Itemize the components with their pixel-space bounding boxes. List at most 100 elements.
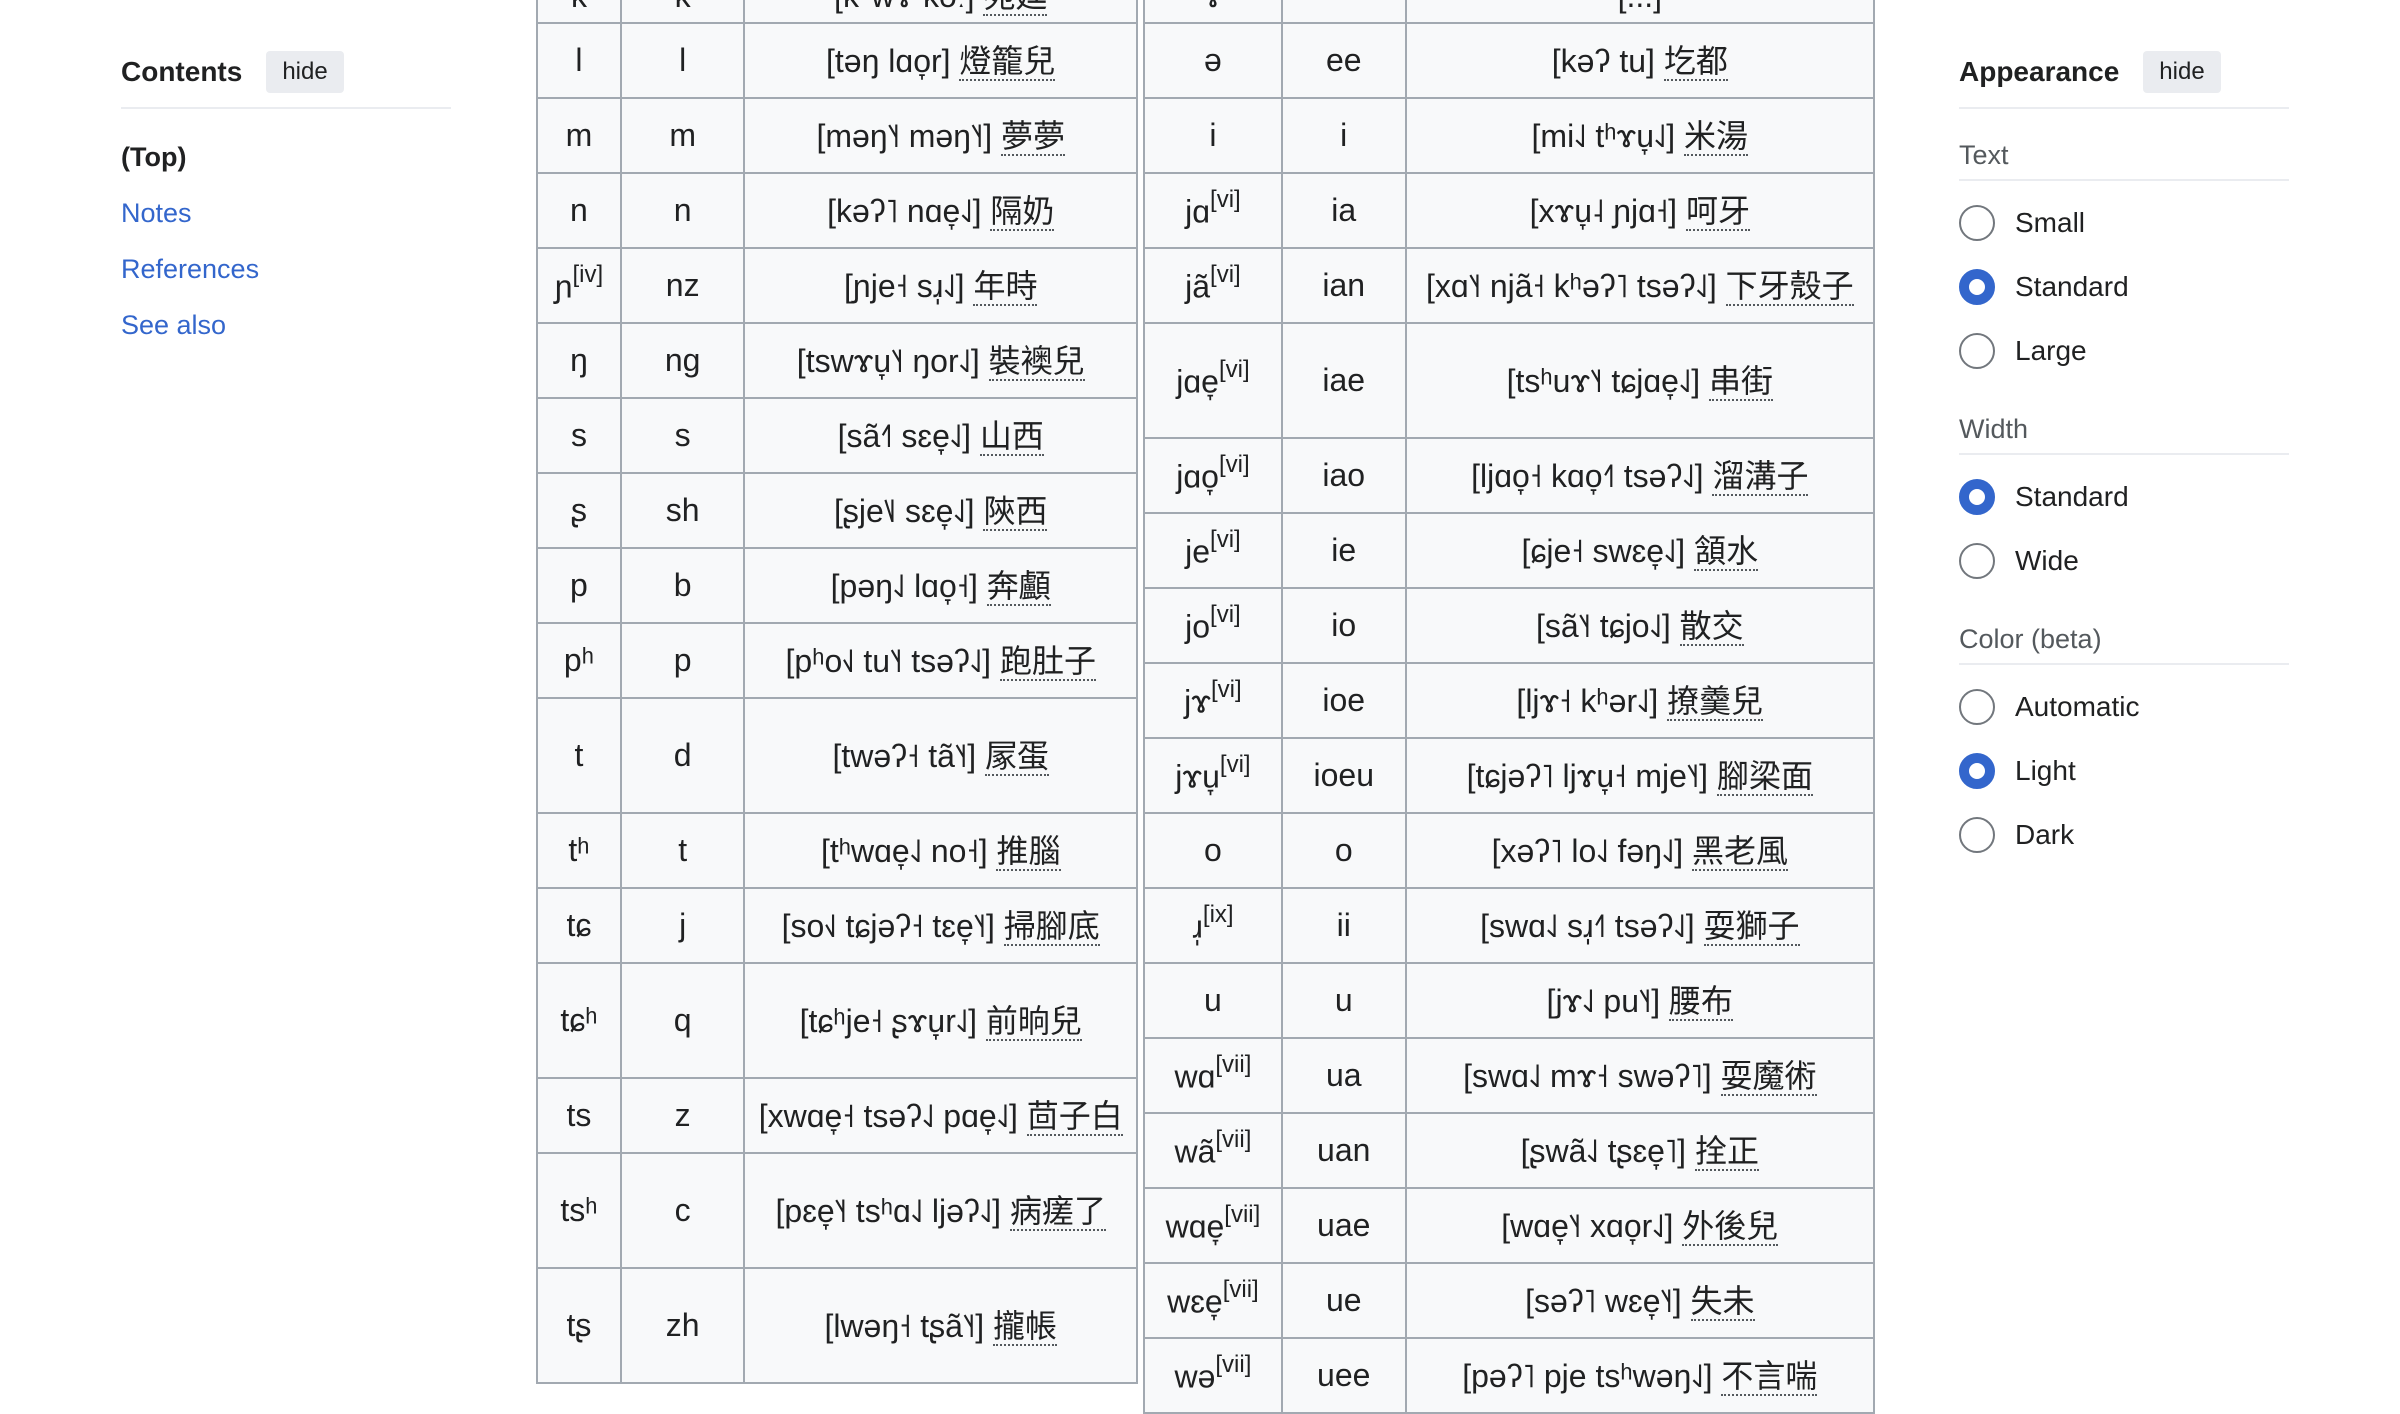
ipa-symbol[interactable]: ts — [566, 1097, 592, 1133]
ipa-symbol-link[interactable]: jã[vi] — [1143, 247, 1283, 324]
ipa-symbol[interactable]: ɹ̩ — [1192, 908, 1203, 945]
ipa-symbol[interactable]: p — [570, 567, 588, 603]
ipa-symbol-link[interactable]: jɤu̞[vi] — [1143, 737, 1283, 814]
chinese-word-link[interactable]: 山西 — [979, 417, 1044, 456]
footnote-ref[interactable]: [vi] — [1218, 356, 1250, 384]
radio-label[interactable]: Automatic — [2015, 691, 2140, 722]
chinese-word-link[interactable]: 攏帳 — [993, 1307, 1058, 1346]
ipa-symbol-link[interactable]: jɑ[vi] — [1143, 172, 1283, 249]
chinese-word-link[interactable]: 黑老風 — [1691, 832, 1788, 871]
ipa-symbol-link[interactable]: tɕʰ — [536, 962, 622, 1079]
radio-button[interactable] — [1959, 689, 1995, 725]
chinese-word-link[interactable]: 隔奶 — [990, 192, 1055, 231]
radio-button[interactable] — [1959, 205, 1995, 241]
chinese-word-link[interactable]: 頷水 — [1694, 532, 1759, 571]
ipa-symbol[interactable]: wɑ — [1174, 1058, 1216, 1095]
ipa-symbol[interactable]: m — [565, 117, 593, 153]
ipa-symbol-link[interactable]: ə — [1143, 22, 1283, 99]
footnote-ref[interactable]: [vii] — [1224, 1201, 1261, 1229]
radio-label[interactable]: Large — [2015, 335, 2087, 366]
chinese-word-link[interactable]: 耍魔術 — [1720, 1057, 1817, 1096]
ipa-symbol-link[interactable]: wɑ[vii] — [1143, 1037, 1283, 1114]
ipa-symbol[interactable]: jɑo̞ — [1176, 458, 1219, 495]
chinese-word-link[interactable]: 撩羹兒 — [1667, 682, 1764, 721]
ipa-symbol[interactable]: tʰ — [568, 832, 590, 868]
chinese-word-link[interactable]: 奔顱 — [986, 567, 1051, 606]
ipa-symbol[interactable]: l — [575, 42, 583, 78]
ipa-symbol-link[interactable]: m — [536, 97, 622, 174]
ipa-symbol-link[interactable]: i — [1143, 97, 1283, 174]
ipa-symbol[interactable]: tɕʰ — [560, 1002, 598, 1038]
ipa-symbol[interactable]: s — [570, 417, 587, 453]
chinese-word-link[interactable]: 裝襖兒 — [988, 342, 1085, 381]
text-option-small[interactable]: Small — [1959, 191, 2289, 255]
chinese-word-link[interactable]: 散交 — [1679, 607, 1744, 646]
radio-label[interactable]: Wide — [2015, 545, 2079, 576]
chinese-word-link[interactable]: 外後兒 — [1682, 1207, 1779, 1246]
footnote-ref[interactable]: [vi] — [1211, 676, 1242, 704]
footnote-ref[interactable]: [vii] — [1215, 1051, 1252, 1079]
chinese-word-link[interactable]: 腰布 — [1669, 982, 1734, 1021]
ipa-symbol-link[interactable]: s — [536, 397, 622, 474]
radio-button[interactable] — [1959, 333, 1995, 369]
ipa-symbol[interactable]: pʰ — [563, 642, 594, 678]
chinese-word-link[interactable]: 呵牙 — [1685, 192, 1750, 231]
chinese-word-link[interactable]: 前晌兒 — [985, 1002, 1082, 1041]
chinese-word-link[interactable]: 推腦 — [996, 832, 1061, 871]
ipa-symbol-link[interactable]: jɑe̞[vi] — [1143, 322, 1283, 439]
toc-item-references[interactable]: References — [121, 254, 260, 284]
ipa-symbol-link[interactable]: ɹ̩[ix] — [1143, 887, 1283, 964]
chinese-word-link[interactable]: 掃腳底 — [1003, 907, 1100, 946]
ipa-symbol[interactable]: wɑe̞ — [1165, 1208, 1225, 1245]
footnote-ref[interactable]: [vi] — [1210, 261, 1241, 289]
footnote-ref[interactable]: [vii] — [1222, 1276, 1259, 1304]
color-option-dark[interactable]: Dark — [1959, 803, 2289, 867]
width-option-wide[interactable]: Wide — [1959, 529, 2289, 593]
chinese-word-link[interactable]: 年時 — [973, 267, 1038, 306]
chinese-word-link[interactable]: 苑廷 — [983, 0, 1048, 16]
ipa-symbol[interactable]: n — [570, 192, 588, 228]
toc-hide-button[interactable]: hide — [266, 51, 344, 93]
ipa-symbol-link[interactable]: wɛe̞[vii] — [1143, 1262, 1283, 1339]
ipa-symbol[interactable]: jã — [1185, 268, 1211, 305]
ipa-symbol-link[interactable]: wã[vii] — [1143, 1112, 1283, 1189]
ipa-symbol-link[interactable]: wə[vii] — [1143, 1337, 1283, 1414]
footnote-ref[interactable]: [ix] — [1202, 901, 1234, 929]
ipa-symbol[interactable]: je — [1185, 533, 1211, 570]
radio-label[interactable]: Standard — [2015, 481, 2129, 512]
chinese-word-link[interactable]: 下牙殼子 — [1725, 267, 1854, 306]
ipa-symbol[interactable]: jɑ — [1185, 193, 1211, 230]
chinese-word-link[interactable]: 腳梁面 — [1716, 757, 1813, 796]
footnote-ref[interactable]: [iv] — [572, 261, 604, 289]
chinese-word-link[interactable]: 拴正 — [1694, 1132, 1759, 1171]
text-option-standard[interactable]: Standard — [1959, 255, 2289, 319]
ipa-symbol[interactable]: jɑe̞ — [1176, 363, 1219, 400]
ipa-symbol[interactable]: ɤ — [1203, 0, 1223, 14]
ipa-symbol[interactable]: wɛe̞ — [1167, 1283, 1223, 1320]
chinese-word-link[interactable]: 圪都 — [1663, 42, 1728, 81]
ipa-symbol-link[interactable]: tɕ — [536, 887, 622, 964]
ipa-symbol-link[interactable]: n — [536, 172, 622, 249]
chinese-word-link[interactable]: 跑肚子 — [999, 642, 1096, 681]
ipa-symbol-link[interactable]: ts — [536, 1077, 622, 1154]
ipa-symbol[interactable]: tɕ — [566, 907, 592, 943]
ipa-symbol[interactable]: ŋ — [570, 342, 588, 378]
ipa-symbol[interactable]: ɲ — [554, 268, 573, 305]
footnote-ref[interactable]: [vi] — [1219, 751, 1251, 779]
ipa-symbol-link[interactable]: ŋ — [536, 322, 622, 399]
ipa-symbol-link[interactable]: tsʰ — [536, 1152, 622, 1269]
radio-button[interactable] — [1959, 269, 1995, 305]
ipa-symbol-link[interactable]: p — [536, 547, 622, 624]
ipa-symbol-link[interactable]: jɑo̞[vi] — [1143, 437, 1283, 514]
ipa-symbol[interactable]: wã — [1174, 1133, 1216, 1170]
text-option-large[interactable]: Large — [1959, 319, 2289, 383]
radio-label[interactable]: Light — [2015, 755, 2076, 786]
ipa-symbol[interactable]: wə — [1174, 1358, 1216, 1395]
footnote-ref[interactable]: [vi] — [1210, 601, 1241, 629]
chinese-word-link[interactable]: 㞘蛋 — [985, 737, 1050, 776]
ipa-symbol-link[interactable]: jɤ[vi] — [1143, 662, 1283, 739]
ipa-symbol[interactable]: jo — [1185, 608, 1211, 645]
ipa-symbol-link[interactable]: t — [536, 697, 622, 814]
color-option-automatic[interactable]: Automatic — [1959, 675, 2289, 739]
chinese-word-link[interactable]: 夢夢 — [1001, 117, 1066, 156]
